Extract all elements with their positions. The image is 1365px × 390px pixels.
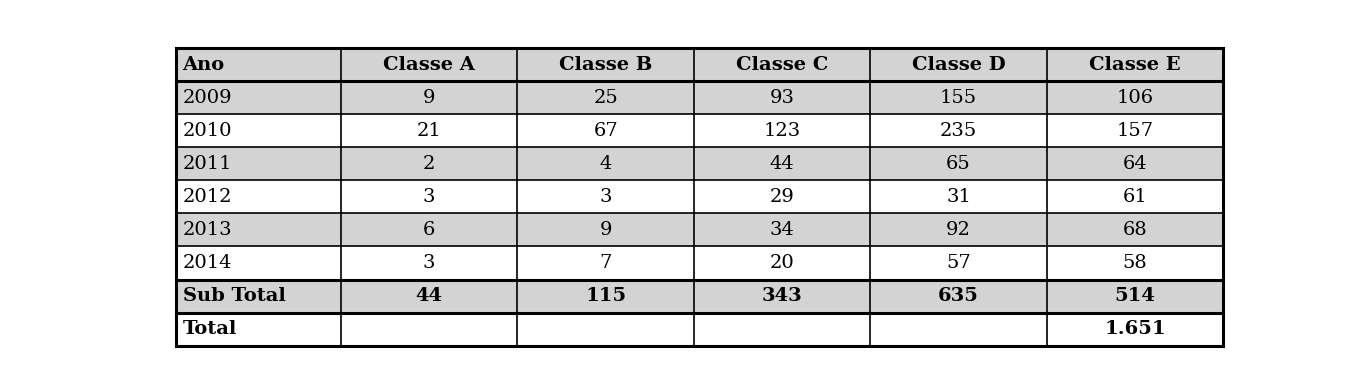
- Text: 2013: 2013: [183, 221, 232, 239]
- Text: 57: 57: [946, 254, 971, 272]
- Text: 115: 115: [586, 287, 627, 305]
- Text: 123: 123: [763, 122, 801, 140]
- Text: Classe C: Classe C: [736, 56, 829, 74]
- Text: Classe E: Classe E: [1089, 56, 1181, 74]
- Text: Classe D: Classe D: [912, 56, 1006, 74]
- Text: 2010: 2010: [183, 122, 232, 140]
- Text: 6: 6: [423, 221, 435, 239]
- Text: 67: 67: [594, 122, 618, 140]
- Text: 25: 25: [594, 89, 618, 107]
- Text: 157: 157: [1117, 122, 1153, 140]
- Text: 92: 92: [946, 221, 971, 239]
- Text: 7: 7: [599, 254, 612, 272]
- Text: 61: 61: [1122, 188, 1148, 206]
- Text: 2011: 2011: [183, 155, 232, 173]
- Text: 2009: 2009: [183, 89, 232, 107]
- Text: 44: 44: [416, 287, 442, 305]
- Text: Total: Total: [183, 320, 238, 338]
- Text: 29: 29: [770, 188, 794, 206]
- Text: Classe B: Classe B: [558, 56, 652, 74]
- Text: 3: 3: [599, 188, 612, 206]
- Text: 58: 58: [1122, 254, 1148, 272]
- Text: 34: 34: [770, 221, 794, 239]
- Text: Classe A: Classe A: [384, 56, 475, 74]
- Text: 3: 3: [423, 188, 435, 206]
- Text: 9: 9: [599, 221, 612, 239]
- Text: 235: 235: [940, 122, 977, 140]
- Text: 106: 106: [1117, 89, 1153, 107]
- Text: 2014: 2014: [183, 254, 232, 272]
- Text: 93: 93: [770, 89, 794, 107]
- Text: 343: 343: [762, 287, 803, 305]
- Text: 1.651: 1.651: [1104, 320, 1166, 338]
- Text: 68: 68: [1122, 221, 1148, 239]
- Text: 31: 31: [946, 188, 971, 206]
- Text: 514: 514: [1115, 287, 1155, 305]
- Text: Sub Total: Sub Total: [183, 287, 285, 305]
- Text: 155: 155: [940, 89, 977, 107]
- Text: 64: 64: [1122, 155, 1148, 173]
- Text: 2: 2: [423, 155, 435, 173]
- Text: 635: 635: [938, 287, 979, 305]
- Text: 9: 9: [423, 89, 435, 107]
- Text: 65: 65: [946, 155, 971, 173]
- Text: 2012: 2012: [183, 188, 232, 206]
- Text: Ano: Ano: [183, 56, 225, 74]
- Text: 3: 3: [423, 254, 435, 272]
- Text: 20: 20: [770, 254, 794, 272]
- Text: 21: 21: [416, 122, 441, 140]
- Text: 4: 4: [599, 155, 612, 173]
- Text: 44: 44: [770, 155, 794, 173]
